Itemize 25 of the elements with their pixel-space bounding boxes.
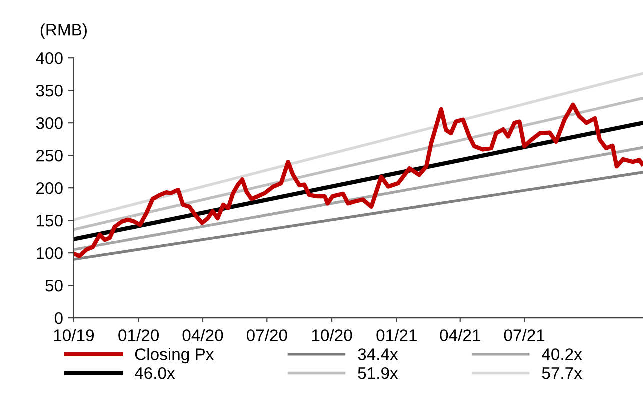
y-tick-label: 200 bbox=[36, 182, 63, 194]
y-tick-label: 350 bbox=[36, 84, 63, 97]
y-tick-label: 400 bbox=[36, 52, 63, 64]
x-tick-label: 04/21 bbox=[440, 329, 480, 342]
legend-label: 40.2x bbox=[542, 348, 582, 360]
x-tick-label: 07/20 bbox=[246, 329, 288, 342]
y-tick-label: 0 bbox=[54, 312, 63, 324]
x-tick-label: 01/21 bbox=[376, 329, 417, 342]
y-tick-label: 100 bbox=[36, 247, 63, 260]
y-tick-label: 50 bbox=[46, 280, 63, 292]
legend-label: 46.0x bbox=[134, 367, 176, 380]
x-tick-label: 10/19 bbox=[54, 329, 94, 342]
legend-label: 51.9x bbox=[358, 367, 398, 380]
y-tick-label: 300 bbox=[36, 117, 63, 130]
y-tick-label: 150 bbox=[36, 214, 63, 227]
x-tick-label: 10/20 bbox=[312, 329, 352, 342]
x-tick-label: 04/20 bbox=[182, 329, 224, 342]
x-tick-label: 01/20 bbox=[118, 329, 160, 342]
y-axis-title: (RMB) bbox=[40, 24, 87, 40]
line-series bbox=[74, 102, 643, 258]
legend-label: Closing Px bbox=[135, 348, 214, 364]
legend-label: 57.7x bbox=[542, 368, 582, 380]
y-tick-label: 250 bbox=[36, 150, 63, 162]
legend-label: 34.4x bbox=[358, 348, 398, 360]
x-tick-label: 07/21 bbox=[504, 329, 545, 342]
